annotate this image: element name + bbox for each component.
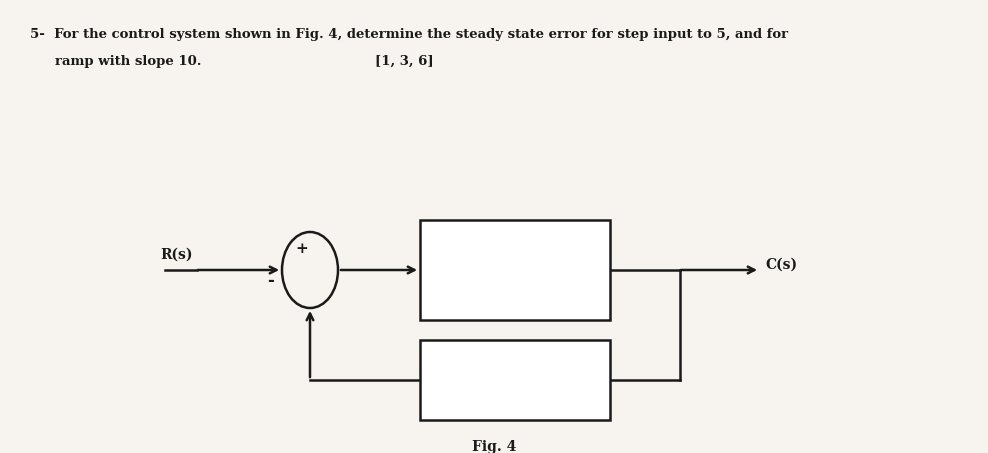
Text: +: + <box>295 242 308 256</box>
Text: R(s): R(s) <box>160 248 193 262</box>
Text: -: - <box>267 271 274 289</box>
Text: 5-  For the control system shown in Fig. 4, determine the steady state error for: 5- For the control system shown in Fig. … <box>30 28 788 41</box>
Bar <box>420 220 610 320</box>
Text: [1, 3, 6]: [1, 3, 6] <box>375 55 434 68</box>
Bar <box>420 340 610 420</box>
Text: $s^2 + 5s + 6$: $s^2 + 5s + 6$ <box>474 279 556 297</box>
Text: 1: 1 <box>509 355 522 373</box>
Text: $(s + 1)$: $(s + 1)$ <box>491 387 539 405</box>
Text: ramp with slope 10.: ramp with slope 10. <box>55 55 202 68</box>
Text: $k$: $k$ <box>509 243 522 261</box>
Text: Fig. 4: Fig. 4 <box>472 440 516 453</box>
Text: C(s): C(s) <box>765 258 797 272</box>
